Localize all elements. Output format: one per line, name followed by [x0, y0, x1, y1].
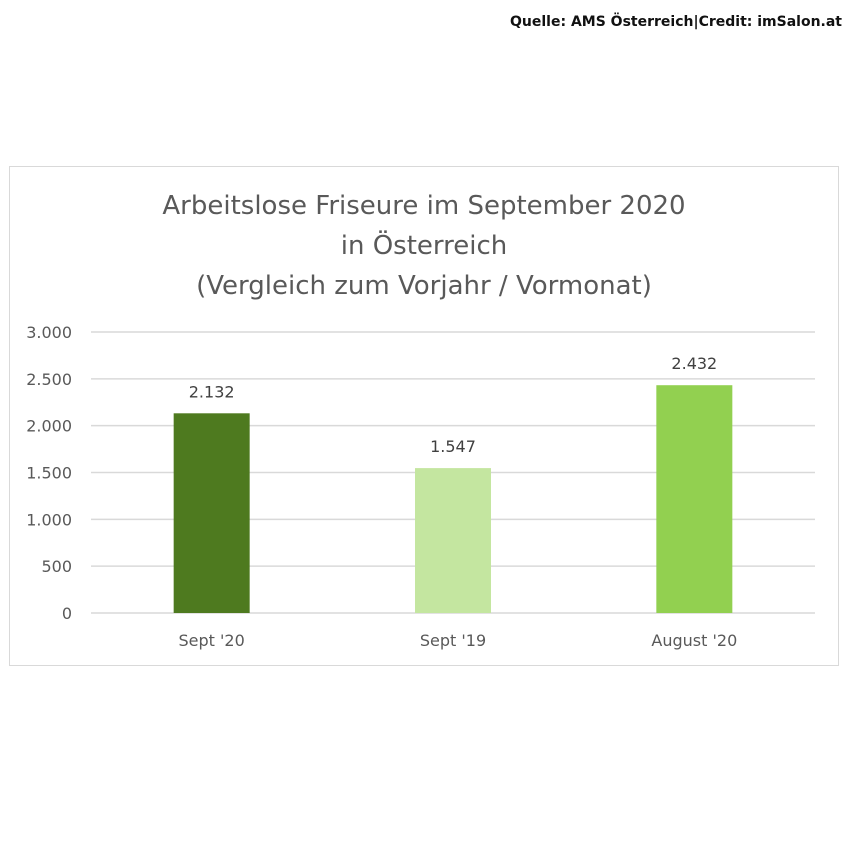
x-tick-label: Sept '20 [179, 631, 245, 650]
bar [415, 468, 491, 613]
y-tick-label: 1.500 [26, 464, 72, 483]
title-line-3: (Vergleich zum Vorjahr / Vormonat) [196, 271, 652, 301]
y-tick-label: 3.000 [26, 323, 72, 342]
x-tick-label: Sept '19 [420, 631, 486, 650]
title-line-2: in Österreich [340, 231, 508, 261]
bar [656, 385, 733, 613]
y-tick-label: 0 [62, 604, 72, 623]
title-line-1: Arbeitslose Friseure im September 2020 [162, 191, 686, 221]
y-tick-label: 1.000 [26, 510, 72, 529]
chart-title: Arbeitslose Friseure im September 2020 i… [9, 186, 839, 306]
y-tick-label: 2.000 [26, 417, 72, 436]
chart-frame [9, 166, 839, 666]
bar [173, 413, 250, 613]
x-tick-label: August '20 [651, 631, 737, 650]
y-tick-label: 500 [41, 557, 72, 576]
source-credit: Quelle: AMS Österreich|Credit: imSalon.a… [510, 14, 842, 30]
y-tick-label: 2.500 [26, 370, 72, 389]
data-label: 2.432 [671, 354, 717, 373]
data-label: 2.132 [189, 382, 235, 401]
data-label: 1.547 [430, 437, 476, 456]
